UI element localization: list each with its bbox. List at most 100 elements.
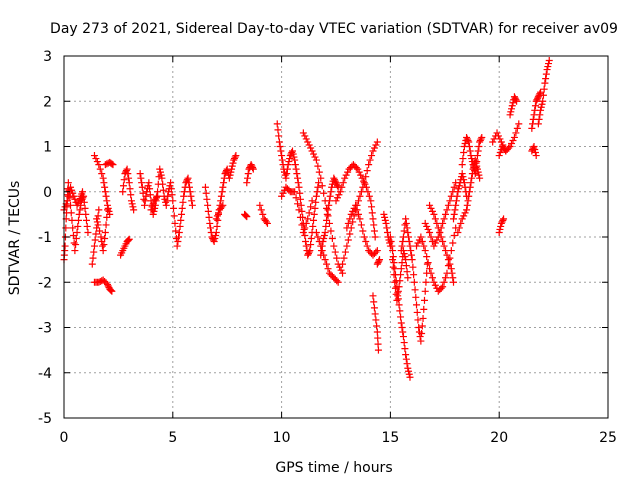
data-point [322,222,330,230]
data-point [468,174,476,182]
data-point [276,143,284,150]
data-point [396,307,404,315]
data-point [420,296,428,304]
data-point [402,351,410,359]
data-point [96,165,104,173]
data-point [430,278,438,286]
data-point [464,197,472,205]
data-point [167,179,175,187]
data-point [314,162,322,170]
data-point [188,201,196,209]
data-point [405,370,413,378]
data-point [283,170,291,178]
data-point [185,183,193,191]
data-point [360,233,368,241]
data-point [465,188,473,196]
data-point [68,216,76,224]
data-point [370,221,378,229]
data-point [301,231,309,239]
data-point [164,192,172,200]
data-point [374,259,382,267]
data-point [295,183,303,191]
data-point [330,174,338,182]
data-point [145,179,153,187]
data-point [357,188,365,196]
data-point [173,242,181,250]
data-point [372,248,380,256]
data-point [454,188,462,196]
data-point [497,222,505,230]
y-axis-label: SDTVAR / TECUs [7,181,23,296]
data-point [431,215,439,223]
data-point [98,242,106,250]
data-point [389,263,397,271]
data-point [423,260,431,268]
data-point [387,238,395,246]
data-point [476,174,484,182]
data-point [90,152,98,160]
data-point [368,152,376,160]
data-point [94,221,102,229]
data-point [283,165,291,173]
data-point [412,293,420,301]
data-point [207,224,215,232]
data-point [296,189,304,197]
data-point [411,286,419,294]
data-point [477,135,485,143]
data-point [422,278,430,286]
data-point [394,292,402,300]
data-point [296,195,304,203]
data-point [354,165,362,173]
data-point [407,247,415,255]
data-point [359,183,367,191]
data-point [404,274,412,282]
data-point [323,216,331,224]
data-point [544,63,552,71]
data-point [396,277,404,285]
data-point [530,143,538,150]
data-point [317,242,325,250]
data-point [217,192,225,200]
data-point [539,91,547,99]
data-point [512,96,520,104]
data-point [104,206,112,214]
data-point [362,238,370,246]
data-point [444,256,452,264]
data-point [142,192,150,200]
data-point [125,174,133,182]
data-point [496,135,504,143]
data-point [513,124,521,132]
data-point [359,227,367,235]
data-point [231,153,239,161]
data-point [463,201,471,209]
data-point [467,179,475,187]
data-point [468,155,476,163]
data-point [119,182,127,190]
data-point [420,242,428,250]
data-point [344,168,352,176]
data-point [339,179,347,187]
data-point [532,152,540,160]
data-point [439,238,447,246]
data-point [450,278,458,286]
data-point [219,183,227,191]
data-point [464,136,472,144]
data-point [304,251,312,259]
data-point [331,177,339,185]
data-point [225,174,233,182]
data-point [498,218,506,226]
data-point [531,149,539,157]
data-point [101,228,109,236]
data-point [531,102,539,110]
data-point [214,209,222,217]
data-point [259,210,267,218]
data-point [338,183,346,191]
data-point [297,201,305,209]
data-point [500,215,508,223]
data-point [222,167,230,175]
data-point [62,224,70,232]
data-point [493,129,501,137]
data-point [202,189,210,197]
data-point [389,253,397,261]
data-point [149,200,157,208]
